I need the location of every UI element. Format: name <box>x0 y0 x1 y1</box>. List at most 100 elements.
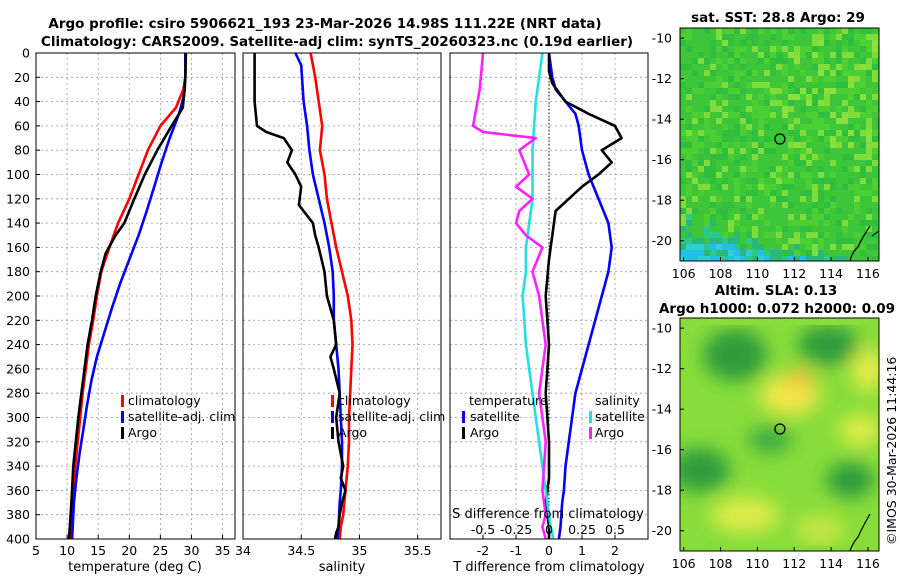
legend-swatch-argo <box>121 427 124 439</box>
sst-pixel <box>866 166 872 172</box>
sst-pixel <box>824 184 830 190</box>
coastline <box>849 225 871 261</box>
sst-pixel <box>860 64 866 70</box>
sst-pixel <box>710 244 716 250</box>
sst-pixel <box>866 70 872 76</box>
sst-pixel <box>728 94 734 100</box>
sst-pixel <box>716 136 722 142</box>
sst-pixel <box>692 160 698 166</box>
sst-pixel <box>830 256 836 261</box>
sst-pixel <box>848 124 854 130</box>
sst-pixel <box>740 112 746 118</box>
sst-pixel <box>866 142 872 148</box>
sst-pixel <box>812 52 818 58</box>
sst-pixel <box>860 172 866 178</box>
sla-map-title-1: Altim. SLA: 0.13 <box>715 283 837 299</box>
sst-pixel <box>710 214 716 220</box>
sst-pixel <box>734 28 740 34</box>
sst-pixel <box>782 82 788 88</box>
sst-pixel <box>722 148 728 154</box>
sst-pixel <box>734 184 740 190</box>
sla-map-panel: Altim. SLA: 0.13 Argo h1000: 0.072 h2000… <box>652 283 895 571</box>
legend-swatch-satellite <box>121 411 124 423</box>
sst-pixel <box>812 196 818 202</box>
sst-pixel <box>740 130 746 136</box>
sst-pixel <box>860 94 866 100</box>
sst-pixel <box>716 232 722 238</box>
sst-pixel <box>812 76 818 82</box>
sst-pixel <box>770 52 776 58</box>
sst-pixel <box>866 154 872 160</box>
sst-pixel <box>686 124 692 130</box>
sst-pixel <box>776 88 782 94</box>
sst-pixel <box>800 94 806 100</box>
lat-tick-label: -18 <box>652 193 672 208</box>
y-tick-label: 180 <box>6 264 30 279</box>
sst-pixel <box>752 40 758 46</box>
sst-pixel <box>710 172 716 178</box>
sst-pixel <box>860 34 866 40</box>
sst-pixel <box>716 184 722 190</box>
sst-pixel <box>848 214 854 220</box>
sst-pixel <box>866 208 872 214</box>
sst-pixel <box>806 184 812 190</box>
sst-pixel <box>836 52 842 58</box>
sst-pixel <box>848 40 854 46</box>
sst-pixel <box>734 70 740 76</box>
sst-pixel <box>854 76 860 82</box>
sst-pixel <box>680 220 686 226</box>
sst-pixel <box>824 58 830 64</box>
sst-pixel <box>806 166 812 172</box>
sst-pixel <box>812 184 818 190</box>
sst-pixel <box>788 238 794 244</box>
sst-pixel <box>806 94 812 100</box>
sst-pixel <box>866 178 872 184</box>
difference-frame <box>449 52 649 540</box>
sst-pixel <box>848 106 854 112</box>
sst-pixel <box>824 28 830 34</box>
sst-pixel <box>866 112 872 118</box>
sst-pixel <box>704 148 710 154</box>
legend-label-argo: Argo <box>128 425 157 440</box>
sst-pixel <box>788 160 794 166</box>
sst-pixel <box>794 58 800 64</box>
sst-pixel <box>812 190 818 196</box>
y-tick-label: 120 <box>6 191 30 206</box>
sst-pixel <box>818 70 824 76</box>
sst-pixel <box>770 196 776 202</box>
sst-pixel <box>824 214 830 220</box>
sst-pixel <box>788 106 794 112</box>
sst-pixel <box>752 70 758 76</box>
title-line-2: Climatology: CARS2009. Satellite-adj cli… <box>41 34 633 50</box>
sst-pixel <box>722 184 728 190</box>
sst-pixel <box>758 58 764 64</box>
sst-pixel <box>812 34 818 40</box>
sst-pixel <box>824 202 830 208</box>
sst-pixel <box>716 28 722 34</box>
sst-pixel <box>824 106 830 112</box>
sst-pixel <box>710 196 716 202</box>
sst-pixel <box>854 130 860 136</box>
sst-pixel <box>698 112 704 118</box>
sst-pixel <box>782 202 788 208</box>
sst-pixel <box>818 208 824 214</box>
sst-pixel <box>824 256 830 261</box>
sst-pixel <box>710 82 716 88</box>
sst-pixel <box>764 142 770 148</box>
sst-pixel <box>746 184 752 190</box>
sst-pixel <box>866 88 872 94</box>
sst-pixel <box>806 112 812 118</box>
x-tick-label: 35 <box>352 543 368 558</box>
sst-pixel <box>686 154 692 160</box>
sst-pixel <box>842 226 848 232</box>
sst-pixel <box>776 226 782 232</box>
y-tick-label: 60 <box>14 118 30 133</box>
sst-pixel <box>740 166 746 172</box>
sst-pixel <box>824 100 830 106</box>
sst-pixel <box>734 76 740 82</box>
sst-pixel <box>824 124 830 130</box>
sst-pixel <box>686 46 692 52</box>
sst-pixel <box>836 232 842 238</box>
sst-pixel <box>854 34 860 40</box>
sst-pixel <box>818 136 824 142</box>
